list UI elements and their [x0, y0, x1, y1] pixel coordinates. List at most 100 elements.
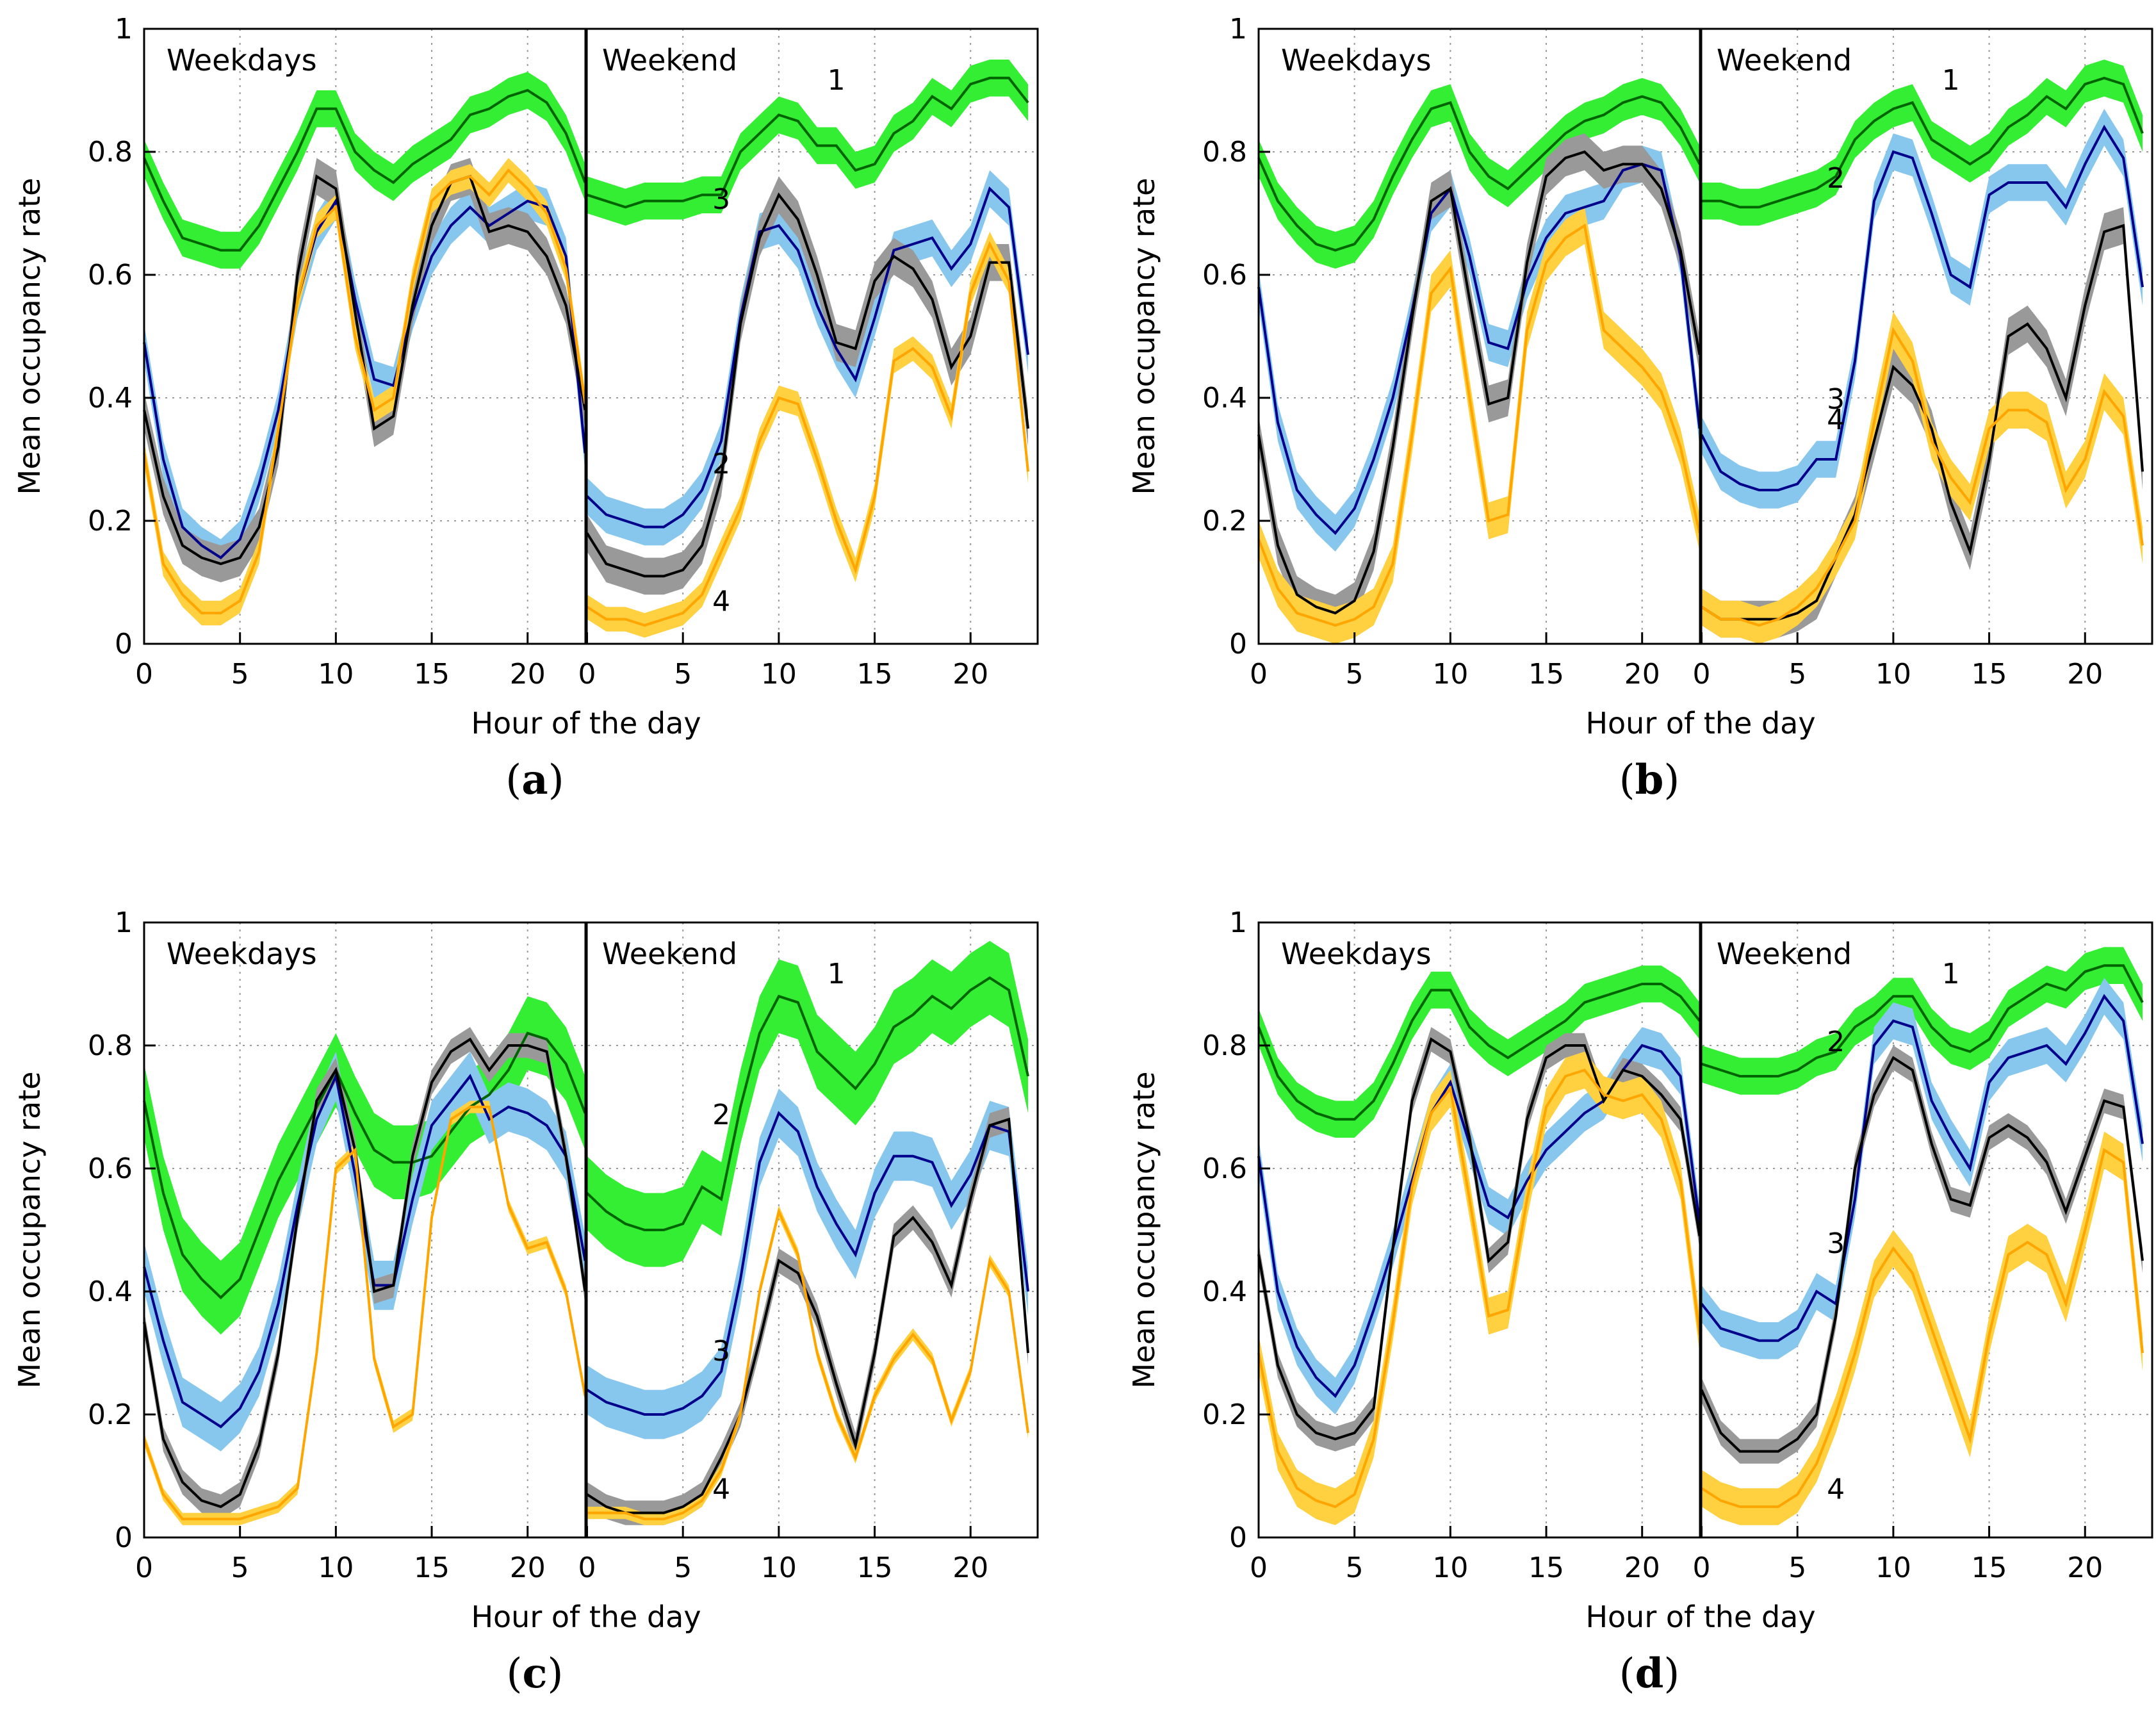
- x-tick-label: 5: [1346, 1552, 1364, 1584]
- x-tick-label: 15: [414, 658, 450, 691]
- panel-b-caption: (b): [1619, 756, 1680, 804]
- series-1-weekdays-line: [143, 1031, 587, 1300]
- y-tick-label: 0: [115, 628, 133, 660]
- x-tick-label: 0: [1250, 658, 1268, 691]
- y-tick-label: 0.8: [88, 1029, 133, 1062]
- series-1: [1259, 947, 2143, 1138]
- series-4-weekend-line: [1701, 1147, 2144, 1508]
- x-tick-label: 0: [1250, 1552, 1268, 1584]
- y-axis-title: Mean occupancy rate: [1127, 1072, 1161, 1389]
- y-tick-label: 0.2: [1202, 505, 1247, 537]
- segment-label-weekdays: Weekdays: [167, 937, 317, 971]
- x-tick-label: 15: [857, 658, 893, 691]
- x-axis-title: Hour of the day: [471, 706, 701, 741]
- series-2-weekend-band: [1701, 108, 2143, 509]
- y-tick-label: 0.4: [1202, 382, 1247, 414]
- series-2: [1259, 978, 2143, 1414]
- series-2-lines: [1257, 124, 2144, 536]
- plot-frame: [143, 28, 1039, 645]
- panel-c-caption: (c): [506, 1650, 564, 1698]
- segment-label-weekend: Weekend: [1717, 43, 1852, 78]
- x-tick-label: 20: [510, 1552, 546, 1584]
- curve-label-3: 3: [712, 183, 730, 216]
- series-2-weekdays-line: [143, 197, 587, 560]
- x-tick-label: 15: [1528, 1552, 1564, 1584]
- series-1: [1259, 60, 2143, 269]
- curve-label-2: 2: [1827, 1026, 1845, 1058]
- x-tick-label: 10: [1875, 658, 1911, 691]
- y-tick-label: 0.8: [1202, 136, 1247, 168]
- series-4-weekdays-line: [1257, 223, 1701, 627]
- series-3-weekdays-band: [1259, 1027, 1700, 1452]
- curve-label-4: 4: [712, 586, 730, 618]
- curve-label-1: 1: [828, 64, 845, 97]
- series-4-weekend-line: [586, 241, 1029, 627]
- x-axis-title: Hour of the day: [1585, 706, 1815, 741]
- series-3-weekdays-line: [143, 1037, 587, 1509]
- series-3-weekend-band: [1701, 207, 2143, 638]
- y-tick-label: 0.2: [88, 505, 133, 537]
- series-4-weekend-band: [1701, 311, 2143, 644]
- curve-label-1: 1: [1942, 958, 1960, 990]
- curve-label-3: 3: [1827, 383, 1845, 416]
- x-tick-label: 5: [1346, 658, 1364, 691]
- y-tick-label: 0.4: [88, 1275, 133, 1308]
- curve-label-3: 3: [712, 1335, 730, 1368]
- x-tick-label: 10: [761, 1552, 797, 1584]
- y-tick-label: 1: [115, 906, 133, 939]
- curve-label-1: 1: [828, 958, 845, 990]
- series-4-weekdays-line: [143, 1106, 587, 1521]
- x-tick-label: 0: [135, 1552, 153, 1584]
- x-tick-label: 20: [2067, 1552, 2103, 1584]
- x-tick-label: 20: [952, 658, 988, 691]
- x-tick-label: 10: [761, 658, 797, 691]
- x-tick-label: 10: [1432, 1552, 1468, 1584]
- series-1: [144, 60, 1028, 269]
- y-tick-label: 0.2: [88, 1398, 133, 1431]
- series-2-weekend-line: [586, 1111, 1029, 1416]
- series-1-weekend-line: [586, 76, 1029, 209]
- series-2-lines: [143, 186, 1029, 560]
- x-tick-label: 5: [231, 658, 249, 691]
- series-4-lines: [1257, 223, 2144, 627]
- y-tick-label: 0.8: [88, 136, 133, 168]
- x-tick-label: 20: [510, 658, 546, 691]
- series-1-weekend-band: [1701, 60, 2143, 226]
- x-tick-label: 10: [1432, 658, 1468, 691]
- x-tick-label: 5: [231, 1552, 249, 1584]
- series-2-weekdays-band: [1259, 1027, 1700, 1414]
- panel-a-caption: (a): [505, 756, 564, 804]
- curve-label-1: 1: [1942, 64, 1960, 97]
- x-tick-label: 5: [1788, 1552, 1806, 1584]
- series-3-weekend-line: [586, 1117, 1029, 1514]
- x-tick-label: 0: [578, 1552, 596, 1584]
- segment-label-weekend: Weekend: [602, 937, 737, 971]
- curve-label-2: 2: [1827, 162, 1845, 195]
- x-tick-label: 20: [1624, 1552, 1660, 1584]
- x-tick-label: 5: [674, 1552, 692, 1584]
- series-4-lines: [143, 168, 1029, 627]
- x-tick-label: 15: [857, 1552, 893, 1584]
- x-tick-label: 15: [1528, 658, 1564, 691]
- y-tick-label: 0.8: [1202, 1029, 1247, 1062]
- curve-label-4: 4: [1827, 1473, 1845, 1505]
- x-tick-label: 0: [1693, 658, 1711, 691]
- y-tick-label: 0.2: [1202, 1398, 1247, 1431]
- series-1-weekend-line: [586, 976, 1029, 1231]
- y-axis-title: Mean occupancy rate: [12, 178, 47, 495]
- series-4: [1259, 207, 2143, 644]
- x-tick-label: 10: [1875, 1552, 1911, 1584]
- y-tick-label: 1: [1229, 13, 1247, 45]
- series-4-weekdays-line: [1257, 1069, 1701, 1509]
- series-1-weekdays-line: [1257, 95, 1701, 252]
- series-3-weekdays-line: [1257, 150, 1701, 615]
- series-1-weekend-line: [1701, 76, 2144, 209]
- series-4-weekdays-band: [1259, 207, 1700, 644]
- series-1-weekend-band: [587, 60, 1028, 226]
- series-4-weekend-line: [587, 1208, 1029, 1521]
- series-3-weekdays-band: [1259, 133, 1700, 632]
